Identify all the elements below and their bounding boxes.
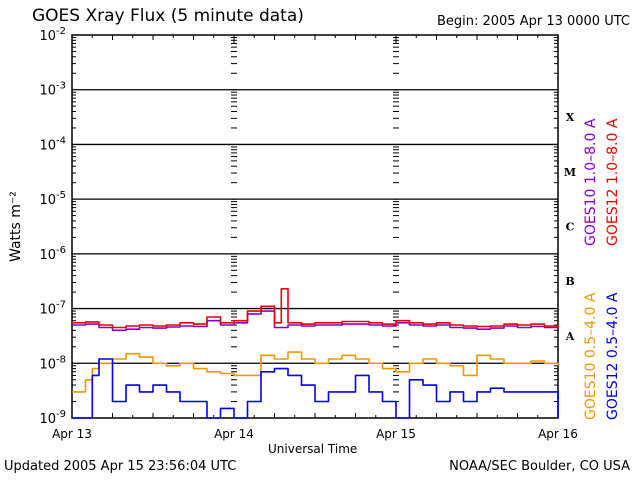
y-axis-label: Watts m⁻² — [8, 191, 24, 262]
begin-time: Begin: 2005 Apr 13 0000 UTC — [436, 14, 630, 29]
legend-goes10-long: GOES10 1.0–8.0 A — [583, 118, 599, 246]
y-tick-label: 10-3 — [39, 81, 66, 99]
series-line-2 — [72, 351, 559, 393]
y-tick-label: 10-6 — [39, 245, 66, 263]
y-tick-label: 10-7 — [39, 300, 66, 318]
x-tick-label: Apr 14 — [214, 427, 254, 441]
y-tick-label: 10-2 — [39, 26, 66, 44]
legend-goes12-long: GOES12 1.0–8.0 A — [605, 118, 621, 246]
x-tick-label: Apr 16 — [538, 427, 578, 441]
legend-goes10-short: GOES10 0.5–4.0 A — [583, 292, 599, 420]
x-tick-label: Apr 13 — [52, 427, 92, 441]
series-line-0 — [72, 310, 559, 332]
chart-title: GOES Xray Flux (5 minute data) — [32, 6, 304, 26]
flare-class-A: A — [565, 330, 575, 343]
series-line-1 — [72, 288, 559, 329]
credit-line: NOAA/SEC Boulder, CO USA — [449, 459, 630, 474]
legend-goes12-short: GOES12 0.5–4.0 A — [605, 292, 621, 420]
series-line-3 — [72, 358, 559, 419]
y-tick-label: 10-5 — [39, 190, 66, 208]
y-tick-label: 10-8 — [39, 354, 66, 372]
updated-timestamp: Updated 2005 Apr 15 23:56:04 UTC — [4, 459, 237, 474]
y-tick-label: 10-9 — [39, 409, 66, 427]
flare-class-X: X — [566, 111, 575, 124]
flare-class-B: B — [565, 275, 574, 288]
x-tick-label: Apr 15 — [376, 427, 416, 441]
flare-class-C: C — [566, 221, 575, 234]
y-tick-label: 10-4 — [39, 135, 66, 153]
flare-class-M: M — [564, 166, 576, 179]
x-axis-label: Universal Time — [268, 442, 358, 456]
